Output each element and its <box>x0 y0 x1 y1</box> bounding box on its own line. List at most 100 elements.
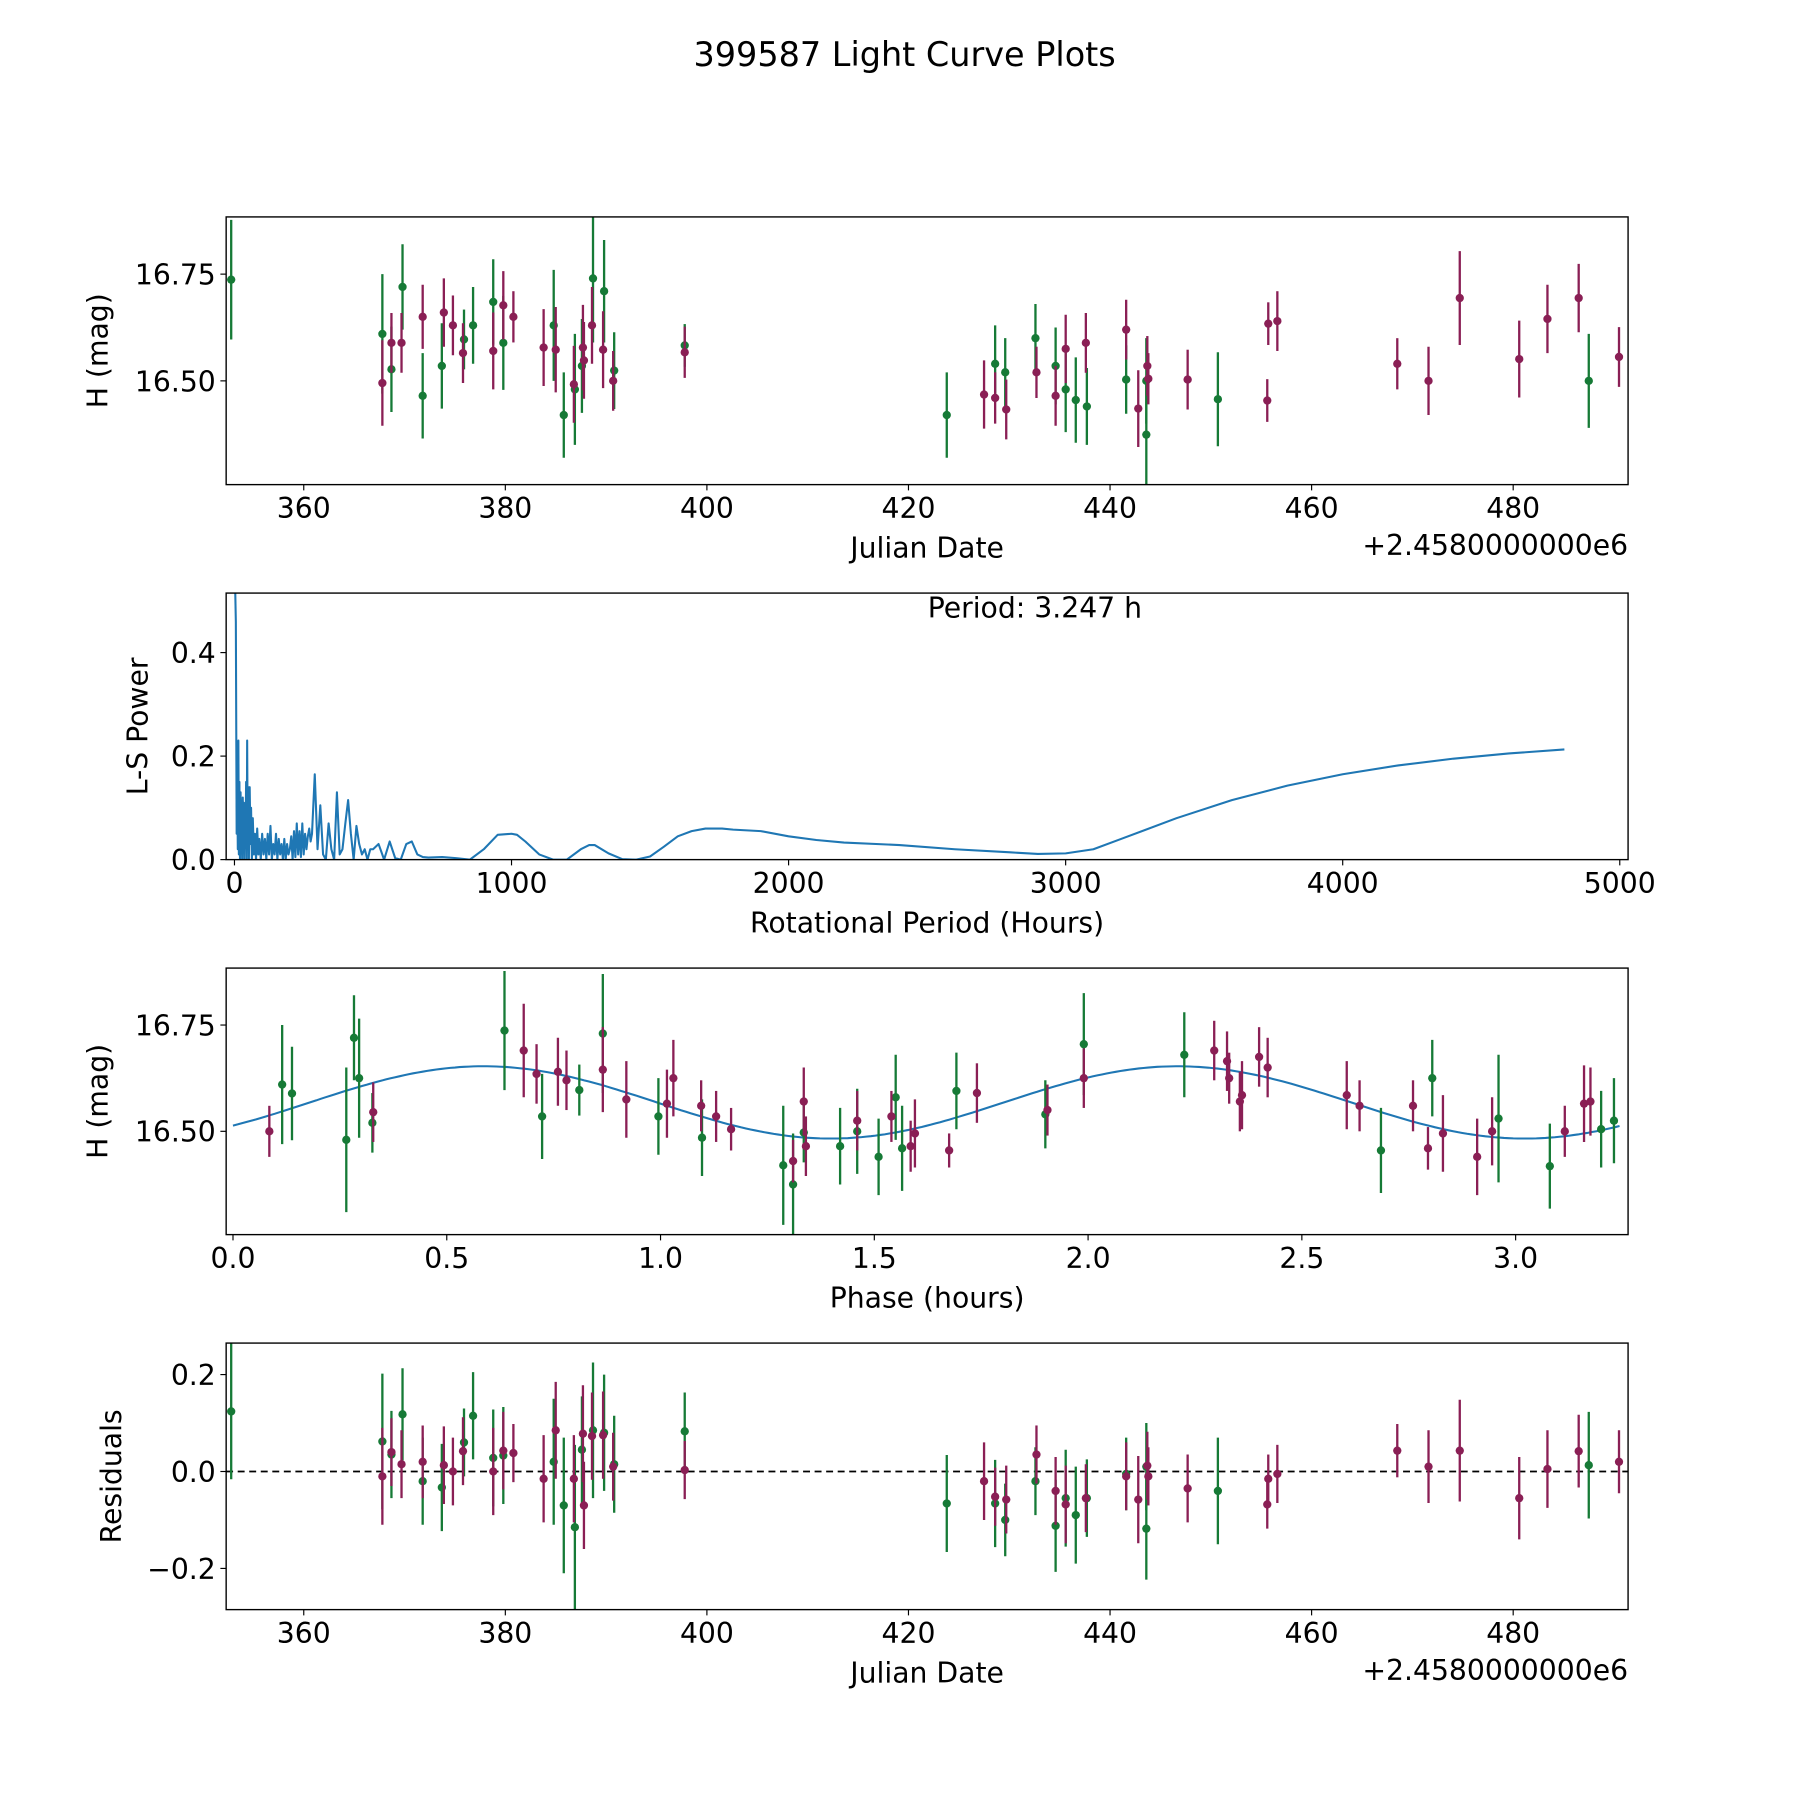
data-point-maroon <box>887 1112 896 1121</box>
y-tick-label: 0.4 <box>171 637 216 670</box>
data-point-maroon <box>489 346 498 356</box>
data-point-green <box>1584 376 1593 386</box>
data-point-maroon <box>801 1142 811 1151</box>
data-point-maroon <box>578 1429 588 1438</box>
data-point-maroon <box>499 301 508 310</box>
data-point-maroon <box>1051 1486 1060 1496</box>
data-point-green <box>1213 395 1223 404</box>
data-point-maroon <box>1263 1063 1272 1072</box>
figure-title: 399587 Light Curve Plots <box>693 35 1115 74</box>
data-point-maroon <box>1264 1474 1273 1483</box>
data-point-maroon <box>509 312 518 321</box>
data-point-maroon <box>1122 325 1131 334</box>
data-point-maroon <box>1515 1494 1524 1503</box>
data-point-green <box>779 1161 788 1170</box>
data-point-maroon <box>569 1474 579 1483</box>
x-tick-label: 3.0 <box>1493 1242 1538 1275</box>
data-point-maroon <box>519 1046 528 1055</box>
data-point-green <box>1082 402 1092 411</box>
data-point-maroon <box>1061 1500 1070 1509</box>
data-point-green <box>891 1093 900 1102</box>
data-point-green <box>990 359 1000 368</box>
data-point-maroon <box>1560 1127 1569 1136</box>
data-point-maroon <box>1210 1046 1219 1055</box>
data-point-green <box>1376 1146 1386 1155</box>
period-annotation: Period: 3.247 h <box>928 591 1142 624</box>
data-point-maroon <box>1032 368 1041 377</box>
data-point-maroon <box>1355 1101 1364 1110</box>
data-point-maroon <box>788 1156 798 1166</box>
data-point-maroon <box>1487 1127 1497 1136</box>
data-point-green <box>1584 1461 1593 1470</box>
data-point-maroon <box>387 338 396 348</box>
data-point-green <box>500 1026 509 1035</box>
data-point-green <box>1609 1116 1619 1125</box>
x-tick-label: 5000 <box>1584 867 1656 900</box>
x-offset-label: +2.4580000000e6 <box>1362 1654 1628 1687</box>
data-point-maroon <box>1043 1105 1052 1115</box>
data-point-maroon <box>1472 1152 1482 1161</box>
data-point-green <box>537 1112 547 1121</box>
data-point-maroon <box>1081 338 1091 348</box>
data-point-maroon <box>1273 316 1282 326</box>
x-tick-label: 3000 <box>1030 867 1102 900</box>
data-point-maroon <box>539 343 548 352</box>
data-point-maroon <box>799 1097 808 1106</box>
data-point-maroon <box>587 321 597 330</box>
axes-frame <box>225 592 1629 861</box>
x-tick-label: 360 <box>277 492 331 525</box>
data-point-green <box>570 1523 580 1532</box>
data-point-green <box>468 321 478 330</box>
data-point-green <box>952 1086 961 1096</box>
data-point-maroon <box>1002 1495 1011 1504</box>
data-point-maroon <box>1574 293 1583 303</box>
x-tick-label: 360 <box>277 1617 331 1650</box>
data-point-green <box>1142 1524 1151 1533</box>
data-point-maroon <box>553 1067 563 1076</box>
periodogram-panel: Period: 3.247 h 0 1000 2000 3000 4000 5000 0.0 0… <box>122 591 1656 939</box>
data-point-maroon <box>1455 293 1464 303</box>
data-point-maroon <box>1183 1484 1192 1493</box>
data-point-green <box>588 274 598 283</box>
data-point-green <box>349 1033 359 1042</box>
data-point-maroon <box>1393 1446 1402 1455</box>
data-point-maroon <box>853 1116 862 1125</box>
data-point-maroon <box>669 1074 678 1083</box>
y-axis-label: L-S Power <box>122 657 155 795</box>
data-point-maroon <box>1079 1074 1088 1083</box>
data-point-maroon <box>1393 359 1402 368</box>
data-point-maroon <box>397 338 406 348</box>
x-tick-label: 380 <box>478 492 532 525</box>
data-point-maroon <box>1455 1446 1464 1455</box>
x-axis-label: Phase (hours) <box>830 1281 1025 1314</box>
data-point-maroon <box>990 1492 1000 1501</box>
x-tick-label: 480 <box>1486 1617 1540 1650</box>
data-point-maroon <box>1225 1074 1234 1083</box>
data-point-green <box>559 1501 568 1510</box>
data-point-maroon <box>1237 1091 1247 1100</box>
data-point-maroon <box>972 1088 982 1098</box>
data-point-maroon <box>499 1446 508 1455</box>
data-point-maroon <box>1574 1446 1583 1456</box>
data-point-maroon <box>1081 1494 1091 1503</box>
data-point-maroon <box>378 1472 387 1481</box>
data-point-maroon <box>458 348 468 358</box>
data-point-maroon <box>622 1095 631 1104</box>
data-point-maroon <box>979 1477 989 1486</box>
data-point-maroon <box>609 376 618 386</box>
axes-frame <box>225 1342 1629 1611</box>
data-point-green <box>354 1074 364 1083</box>
x-tick-label: 4000 <box>1307 867 1379 900</box>
x-axis-label: Rotational Period (Hours) <box>750 906 1104 939</box>
data-point-maroon <box>369 1108 378 1117</box>
data-point-maroon <box>979 390 989 399</box>
data-point-maroon <box>1586 1097 1595 1106</box>
y-tick-label: 16.75 <box>135 1009 216 1042</box>
x-tick-label: 440 <box>1083 1617 1137 1650</box>
data-point-maroon <box>990 393 1000 403</box>
data-point-maroon <box>448 1467 458 1476</box>
data-point-maroon <box>418 1457 427 1466</box>
data-point-maroon <box>1515 354 1524 364</box>
